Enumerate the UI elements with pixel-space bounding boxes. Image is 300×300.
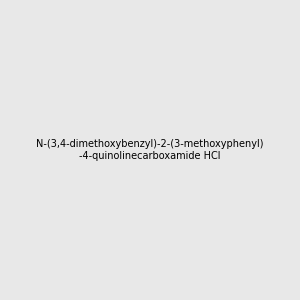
Text: N-(3,4-dimethoxybenzyl)-2-(3-methoxyphenyl)
-4-quinolinecarboxamide HCl: N-(3,4-dimethoxybenzyl)-2-(3-methoxyphen… [36, 139, 264, 161]
